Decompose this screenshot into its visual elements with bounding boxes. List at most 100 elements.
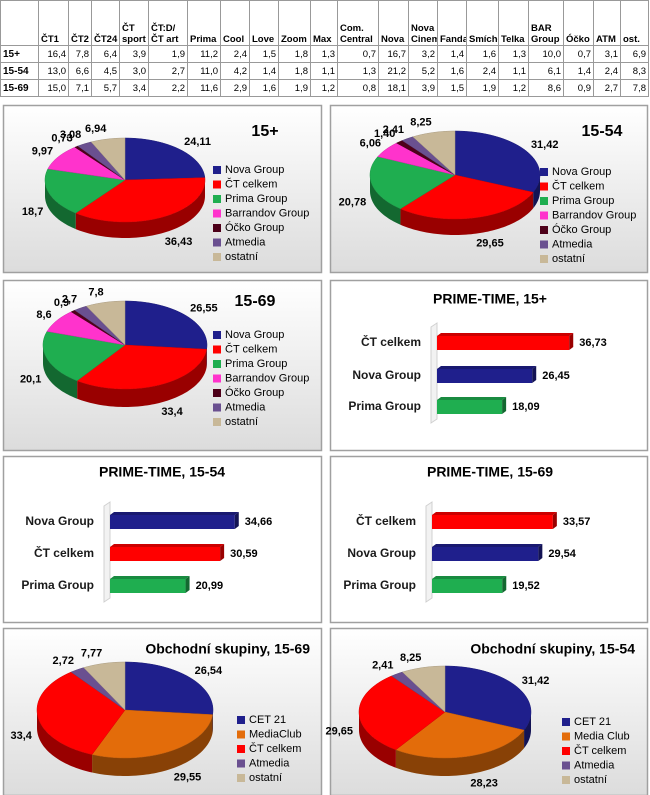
slice <box>399 174 534 220</box>
legend-swatch <box>237 759 245 768</box>
slice <box>395 711 525 759</box>
bar-top <box>110 576 190 579</box>
slice-side <box>524 712 531 749</box>
category-label: ČT celkem <box>361 334 421 349</box>
data-label: 20,1 <box>20 374 41 386</box>
slice-wall <box>395 730 525 776</box>
slice-wall <box>524 712 531 749</box>
bar-top <box>437 333 574 336</box>
data-label: 8,25 <box>400 652 421 664</box>
panel-frame <box>329 279 649 452</box>
table-row: 15+ 16,4 7,8 6,4 3,9 1,9 11,2 2,4 1,5 1,8 1,3 0,7 16… <box>0 45 649 63</box>
legend-label: ČT celkem <box>249 742 301 755</box>
data-label: 28,23 <box>470 778 498 790</box>
column-header: Telka <box>498 0 529 46</box>
bar <box>432 544 543 561</box>
legend-swatch <box>213 374 221 383</box>
data-label: 20,78 <box>339 197 367 209</box>
slice-wall <box>77 349 207 407</box>
bar <box>432 576 507 593</box>
data-label: 0,9 <box>54 297 69 309</box>
slice-wall <box>45 180 76 230</box>
bar-top <box>432 512 557 515</box>
data-label: 36,73 <box>579 337 607 349</box>
legend-swatch <box>540 211 548 220</box>
category-label: Prima Group <box>21 578 94 592</box>
data-label: 19,52 <box>512 580 540 592</box>
category-label: ČT celkem <box>34 545 94 560</box>
legend-swatch <box>562 776 570 784</box>
data-label: 26,54 <box>195 665 223 677</box>
data-label: 24,11 <box>184 136 211 148</box>
slice-side <box>370 175 401 225</box>
pie-sides <box>37 710 213 776</box>
legend-swatch <box>540 240 548 249</box>
bar-end <box>502 397 507 414</box>
data-label: 6,06 <box>360 137 381 149</box>
legend-label: Nova Group <box>225 164 284 176</box>
bar-top <box>432 544 543 547</box>
slice <box>70 667 126 711</box>
bar-face <box>110 547 221 561</box>
data-label: 29,54 <box>548 548 576 560</box>
bar <box>437 397 507 414</box>
slice-wall <box>75 180 206 238</box>
legend-label: Prima Group <box>552 195 614 207</box>
column-header: Smíchov <box>466 0 499 46</box>
legend-label: ČT celkem <box>225 342 277 355</box>
pie-tops <box>42 300 208 390</box>
data-label: 33,4 <box>161 406 183 418</box>
legend-swatch <box>562 718 570 726</box>
pie-sides <box>43 345 207 407</box>
table: ČT1 ČT2 ČT24 ČT sport ČT:D/ČT art Prima Cool Lo… <box>0 0 649 97</box>
legend-label: Óčko Group <box>225 221 284 234</box>
legend-swatch <box>213 331 221 339</box>
column-header: ČT sport <box>119 0 149 46</box>
legend-label: Barrandov Group <box>225 207 309 219</box>
cell: 2,2 <box>148 79 188 97</box>
legend-label: ostatní <box>249 772 282 784</box>
cell: 8,6 <box>528 79 564 97</box>
slice <box>46 311 126 346</box>
slice-wall <box>359 712 396 768</box>
pie-tops <box>36 661 214 759</box>
axis-wall <box>425 501 433 603</box>
legend-swatch <box>213 166 221 174</box>
slice-side <box>37 710 93 773</box>
legend-swatch <box>237 774 245 782</box>
data-label: 36,43 <box>165 236 193 248</box>
data-label: 34,66 <box>245 516 273 528</box>
data-label: 9,97 <box>32 145 53 157</box>
slice <box>124 137 206 181</box>
legend-swatch <box>562 732 570 741</box>
pie-sides <box>370 175 540 235</box>
bar-face <box>432 515 553 529</box>
slice <box>401 665 446 713</box>
data-label: 31,42 <box>522 675 550 687</box>
legend-label: ČT celkem <box>552 179 604 192</box>
slice <box>85 300 126 346</box>
slice-side <box>45 180 76 230</box>
slice-wall <box>92 714 213 776</box>
legend-label: Prima Group <box>225 358 287 370</box>
slice <box>391 671 446 713</box>
legend-swatch <box>213 360 221 368</box>
slice <box>444 665 532 731</box>
table-row: 15-54 13,0 6,6 4,5 3,0 2,7 11,0 4,2 1,4 1,8 1,1 1,3… <box>0 62 649 80</box>
chart-title: Obchodní skupiny, 15-54 <box>470 641 635 657</box>
slice-side <box>359 712 396 768</box>
bar-end <box>538 544 543 561</box>
bar-end <box>220 544 225 561</box>
column-header: Nova <box>378 0 409 46</box>
pie-sides <box>359 712 531 776</box>
pie-tops <box>44 137 206 223</box>
bar-face <box>110 515 235 529</box>
panel-frame <box>329 455 649 624</box>
slice-side <box>77 349 207 407</box>
bar-end <box>569 333 574 350</box>
bar <box>110 512 239 529</box>
slice-side <box>395 730 525 776</box>
bar-top <box>437 366 537 369</box>
